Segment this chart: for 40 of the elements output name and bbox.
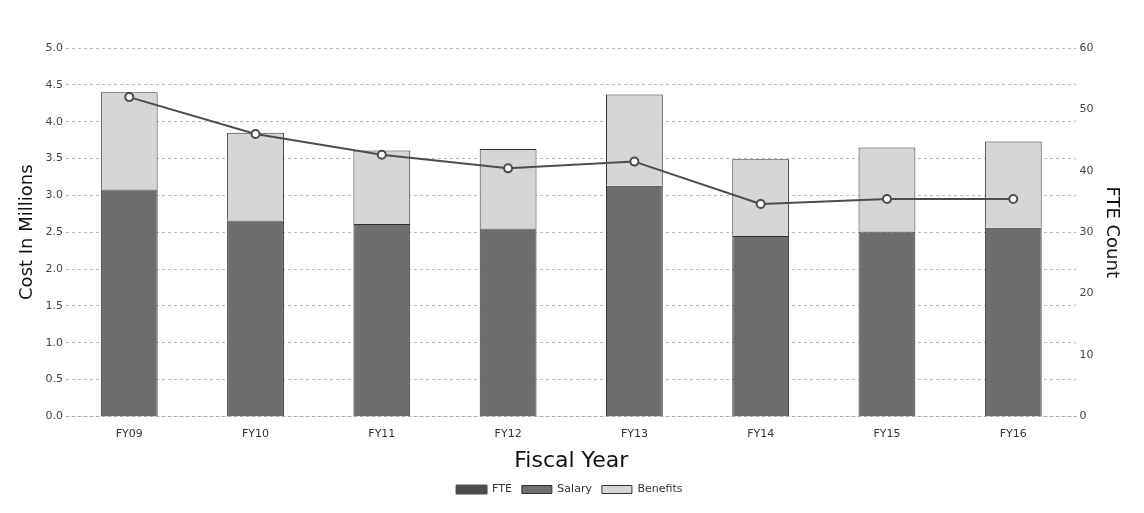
y-axis-title: Cost In Millions — [15, 164, 37, 300]
y-tick-label: 0.0 — [45, 409, 64, 423]
x-tick-label: FY10 — [242, 426, 270, 440]
point — [881, 194, 892, 205]
y2-tick-label: 20 — [1079, 286, 1094, 300]
y-tick-label: 4.5 — [45, 77, 64, 91]
y-tick-label: 4.0 — [45, 114, 64, 128]
point — [1008, 194, 1019, 205]
x-tick-label: FY16 — [999, 426, 1027, 440]
point — [629, 156, 640, 167]
x-tick-label: FY12 — [494, 426, 522, 440]
x-tick-label: FY11 — [368, 426, 396, 440]
y-tick-label: 1.0 — [45, 335, 64, 349]
legend-label: Benefits — [637, 482, 683, 496]
y-tick-label: 2.0 — [45, 261, 64, 275]
point — [376, 149, 387, 160]
y2-tick-label: 60 — [1079, 40, 1094, 54]
point — [250, 128, 261, 139]
y-tick-label: 3.5 — [45, 151, 64, 165]
x-tick-label: FY15 — [873, 426, 901, 440]
x-tick-label: FY13 — [620, 426, 648, 440]
y2-tick-label: 10 — [1079, 347, 1094, 361]
legend-label: Salary — [557, 482, 593, 496]
y2-tick-label: 0 — [1079, 409, 1087, 423]
y-tick-label: 0.5 — [45, 372, 64, 386]
x-tick-label: FY09 — [115, 426, 143, 440]
point — [124, 92, 135, 103]
legend-label: FTE — [492, 482, 512, 496]
y-tick-label: 3.0 — [45, 188, 64, 202]
y-tick-label: 5.0 — [45, 40, 64, 54]
x-tick-label: FY14 — [747, 426, 775, 440]
x-axis-title: Fiscal Year — [514, 446, 630, 472]
point — [503, 163, 514, 174]
y-tick-label: 1.5 — [45, 298, 64, 312]
y2-axis-title: FTE Count — [1102, 186, 1124, 278]
y2-tick-label: 30 — [1079, 225, 1094, 239]
y-tick-label: 2.5 — [45, 225, 64, 239]
point — [755, 198, 766, 209]
y2-tick-label: 50 — [1079, 102, 1094, 116]
y2-tick-label: 40 — [1079, 163, 1094, 177]
